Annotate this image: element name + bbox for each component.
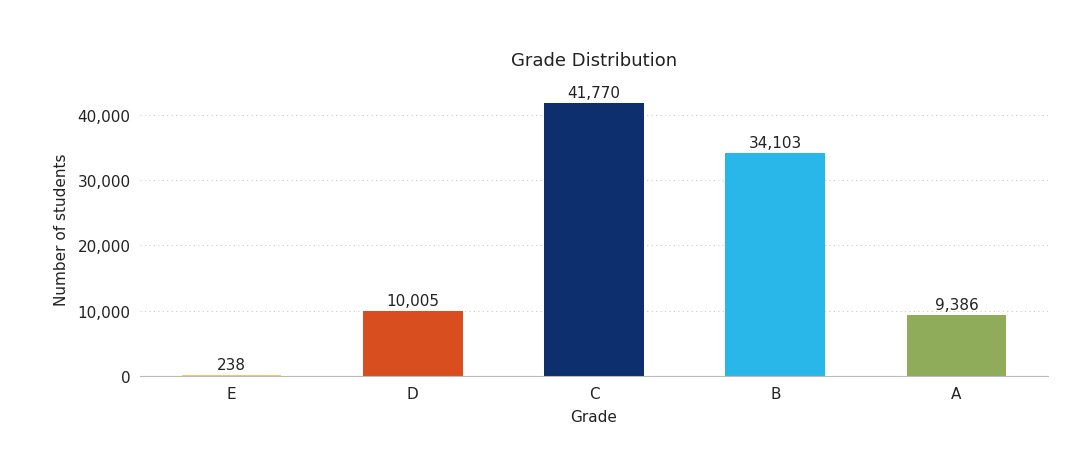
Text: 34,103: 34,103 xyxy=(748,136,801,151)
Bar xyxy=(726,154,825,376)
Bar xyxy=(181,375,281,376)
X-axis label: Grade: Grade xyxy=(570,409,618,424)
Text: 9,386: 9,386 xyxy=(934,297,978,313)
Text: 238: 238 xyxy=(217,357,246,372)
Bar xyxy=(907,315,1007,376)
Text: 10,005: 10,005 xyxy=(387,293,440,308)
Y-axis label: Number of students: Number of students xyxy=(54,153,69,306)
Bar xyxy=(363,311,462,376)
Title: Grade Distribution: Grade Distribution xyxy=(511,52,677,70)
Text: 41,770: 41,770 xyxy=(567,86,621,101)
Bar xyxy=(544,104,644,376)
